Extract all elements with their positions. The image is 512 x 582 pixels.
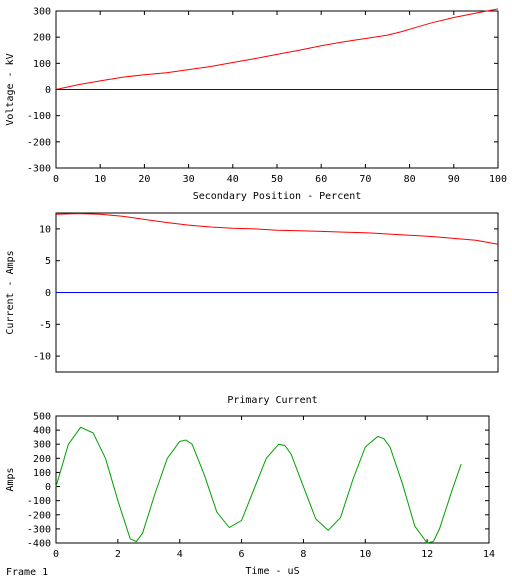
- y-axis-label: Voltage - kV: [5, 53, 16, 125]
- y-tick-label: -100: [27, 496, 51, 507]
- x-tick-label: 50: [271, 174, 283, 185]
- voltage-chart: 0 10 20 30 40 50 60 70 80 90 100 300 200 100 0 -100 -200…: [5, 7, 507, 203]
- x-axis-label: Secondary Position - Percent: [193, 191, 362, 202]
- x-tick-label: 60: [315, 174, 327, 185]
- x-tick-label: 6: [239, 549, 245, 560]
- y-tick-label: 500: [33, 412, 51, 423]
- x-tick-label: 30: [183, 174, 195, 185]
- series-line-1: [55, 426, 462, 544]
- frame-label: Frame 1: [6, 567, 48, 578]
- x-tick-label: 10: [359, 549, 371, 560]
- y-tick-label: 300: [33, 7, 51, 18]
- y-tick-label: -300: [27, 164, 51, 175]
- x-tick-label: 40: [227, 174, 239, 185]
- x-tick-label: 80: [404, 174, 416, 185]
- y-tick-label: 100: [33, 59, 51, 70]
- x-tick-label: 90: [448, 174, 460, 185]
- x-tick-label: 0: [53, 174, 59, 185]
- y-tick-label: -5: [39, 320, 51, 331]
- y-tick-label: -200: [27, 137, 51, 148]
- y-tick-label: 10: [39, 224, 51, 235]
- y-tick-label: 0: [45, 288, 51, 299]
- y-tick-label: 5: [45, 256, 51, 267]
- y-tick-label: 0: [45, 85, 51, 96]
- y-tick-label: -400: [27, 539, 51, 550]
- plot-frame: [55, 415, 490, 544]
- y-tick-label: -100: [27, 111, 51, 122]
- primary-current-chart: 0 2 4 6 8 10 12 14 500 400 300 200 100 0 -100 -200 -300 -…: [5, 395, 495, 577]
- x-tick-label: 70: [359, 174, 371, 185]
- y-tick-label: -300: [27, 524, 51, 535]
- current-chart: 10 5 0 -5 -10 Current - Amps: [5, 212, 499, 373]
- chart-title: Primary Current: [227, 395, 317, 406]
- y-tick-label: -200: [27, 510, 51, 521]
- series-line-1: [55, 213, 499, 245]
- y-tick-label: 0: [45, 482, 51, 493]
- y-tick-label: 200: [33, 33, 51, 44]
- x-tick-label: 20: [138, 174, 150, 185]
- x-axis-label: Time - uS: [245, 566, 299, 577]
- x-tick-label: 14: [483, 549, 495, 560]
- x-tick-label: 8: [300, 549, 306, 560]
- x-tick-label: 2: [115, 549, 121, 560]
- y-tick-label: -10: [33, 352, 51, 363]
- y-tick-label: 100: [33, 468, 51, 479]
- x-tick-label: 10: [94, 174, 106, 185]
- y-tick-label: 200: [33, 454, 51, 465]
- y-tick-label: 400: [33, 426, 51, 437]
- x-tick-label: 100: [489, 174, 507, 185]
- x-tick-label: 4: [177, 549, 183, 560]
- y-axis-label: Current - Amps: [5, 250, 16, 334]
- y-tick-label: 300: [33, 440, 51, 451]
- series-line-1: [55, 8, 499, 90]
- x-tick-label: 0: [53, 549, 59, 560]
- x-tick-label: 12: [421, 549, 433, 560]
- y-axis-label: Amps: [5, 467, 16, 491]
